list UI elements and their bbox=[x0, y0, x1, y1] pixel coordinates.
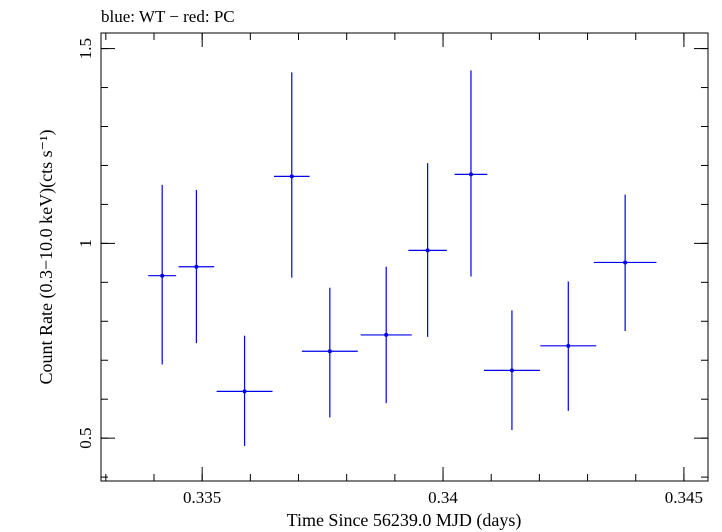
point-marker bbox=[468, 172, 473, 177]
y-tick-label: 0.5 bbox=[76, 428, 95, 449]
tick-labels: 0.335 0.34 0.345 0.5 1 1.5 bbox=[76, 38, 703, 507]
point-marker bbox=[194, 264, 199, 269]
data-point bbox=[301, 287, 358, 418]
point-marker bbox=[509, 368, 514, 373]
point-marker bbox=[566, 343, 571, 348]
x-tick-label: 0.345 bbox=[665, 488, 703, 507]
data-point bbox=[360, 266, 412, 404]
point-marker bbox=[242, 389, 247, 394]
data-point bbox=[483, 310, 540, 430]
data-point bbox=[148, 184, 177, 365]
point-marker bbox=[160, 273, 165, 278]
point-marker bbox=[425, 248, 430, 253]
y-tick-label: 1.5 bbox=[76, 38, 95, 59]
y-tick-label: 1 bbox=[76, 239, 95, 248]
point-marker bbox=[623, 260, 628, 265]
point-marker bbox=[289, 174, 294, 179]
x-tick-label: 0.335 bbox=[183, 488, 221, 507]
point-marker bbox=[327, 349, 332, 354]
data-point bbox=[408, 163, 447, 337]
chart-title: blue: WT − red: PC bbox=[101, 7, 235, 26]
data-point bbox=[273, 72, 310, 278]
data-point bbox=[216, 335, 273, 446]
data-point bbox=[454, 70, 488, 277]
axis-ticks bbox=[101, 33, 708, 481]
x-tick-label: 0.34 bbox=[428, 488, 458, 507]
point-marker bbox=[384, 332, 389, 337]
data-point bbox=[593, 194, 657, 332]
data-point bbox=[540, 281, 597, 411]
data-point bbox=[178, 189, 215, 344]
y-axis-label: Count Rate (0.3−10.0 keV)(cts s⁻¹) bbox=[36, 129, 57, 384]
x-axis-label: Time Since 56239.0 MJD (days) bbox=[287, 510, 522, 531]
data-points bbox=[148, 70, 657, 446]
plot-frame bbox=[100, 32, 709, 482]
